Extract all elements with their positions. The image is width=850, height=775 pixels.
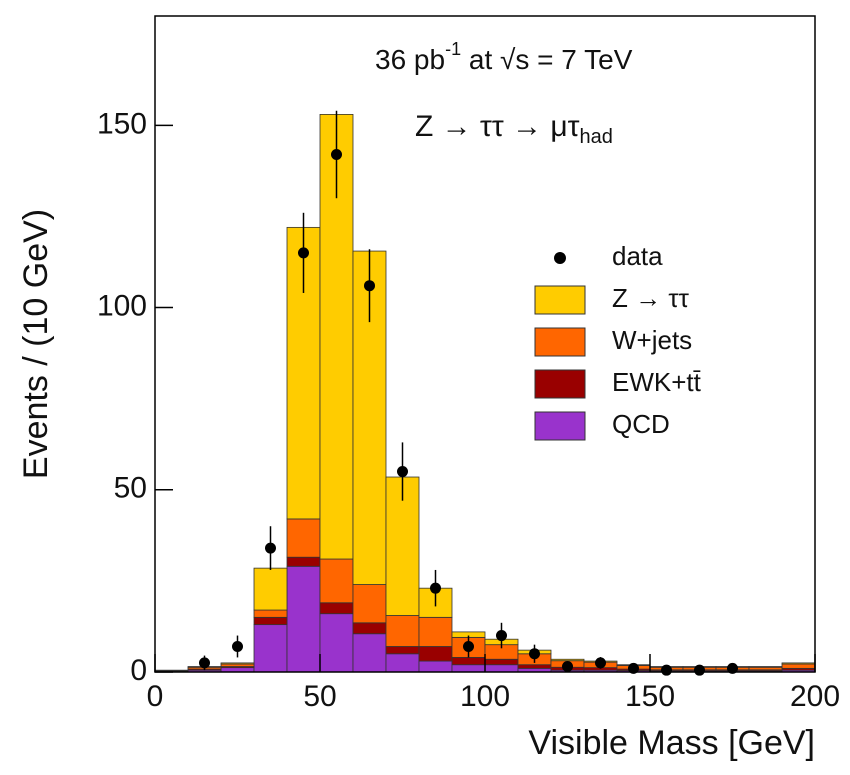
histogram-bar (352, 584, 387, 624)
data-point (232, 640, 243, 652)
legend-swatch (534, 285, 586, 315)
histogram-bar (451, 657, 486, 666)
legend-swatch (534, 369, 586, 399)
data-point (331, 148, 342, 160)
data-point (529, 648, 540, 660)
data-point (430, 582, 441, 594)
data-point (265, 542, 276, 554)
histogram-bar (253, 567, 288, 611)
y-tick-label: 0 (130, 654, 147, 687)
histogram-bar (484, 658, 519, 666)
legend-label: Z → ττ (612, 283, 690, 313)
x-tick-label: 150 (625, 680, 675, 713)
histogram-bar (418, 660, 453, 673)
data-point (727, 662, 738, 674)
y-axis-label: Events / (10 GeV) (17, 209, 55, 479)
data-point (694, 664, 705, 676)
plot-area (154, 114, 816, 673)
histogram-bar (418, 616, 453, 647)
data-point (496, 630, 507, 642)
data-point (595, 657, 606, 669)
histogram-bar (253, 616, 288, 626)
histogram-bar (220, 662, 255, 665)
data-point (628, 662, 639, 674)
histogram-bar (418, 646, 453, 662)
x-axis-label: Visible Mass [GeV] (528, 724, 815, 762)
data-point (562, 661, 573, 673)
legend-label: EWK+tt̄ (612, 367, 702, 397)
annotation: 36 pb-1 at √s = 7 TeV (375, 39, 633, 76)
histogram-bar (550, 658, 585, 662)
y-tick-label: 50 (114, 472, 147, 505)
legend-label: W+jets (612, 325, 692, 355)
legend-label: data (612, 241, 663, 271)
histogram-bar (154, 669, 189, 672)
x-tick-label: 50 (303, 680, 336, 713)
histogram-bar (319, 613, 354, 673)
annotation-text: 36 pb (375, 44, 445, 75)
histogram-bar (319, 602, 354, 615)
histogram-bar (385, 653, 420, 673)
histogram-bar (352, 633, 387, 673)
data-point (397, 466, 408, 478)
legend-marker (554, 252, 566, 264)
annotation-sup: -1 (445, 39, 461, 59)
annotation-text: at √s = 7 TeV (461, 44, 633, 75)
annotation-text: Z → ττ → μτ (415, 110, 580, 143)
legend-swatch (534, 411, 586, 441)
histogram-bar (748, 666, 783, 668)
data-point (463, 640, 474, 652)
data-point (298, 247, 309, 259)
histogram-bar (781, 663, 816, 669)
histogram-bar (451, 664, 486, 673)
x-tick-label: 100 (460, 680, 510, 713)
histogram-bar (352, 622, 387, 635)
y-tick-label: 150 (97, 107, 147, 140)
histogram-bar (286, 556, 321, 567)
y-tick-label: 100 (97, 289, 147, 322)
data-point (199, 657, 210, 669)
histogram-bar (385, 615, 420, 647)
legend-swatch (534, 327, 586, 357)
data-point (364, 280, 375, 292)
legend-label: QCD (612, 409, 670, 439)
x-tick-label: 200 (790, 680, 840, 713)
histogram-bar (253, 624, 288, 673)
data-point (661, 664, 672, 676)
histogram-bar (484, 664, 519, 673)
histogram-bar (319, 558, 354, 604)
histogram-bar (385, 646, 420, 655)
x-tick-label: 0 (147, 680, 164, 713)
histogram-bar (286, 518, 321, 558)
annotation: Z → ττ → μτhad (415, 110, 613, 148)
histogram-bar (286, 565, 321, 673)
histogram-bar (253, 609, 288, 618)
annotation-sub: had (580, 126, 613, 148)
histogram-bar (781, 662, 816, 665)
histogram-bar (517, 664, 552, 669)
